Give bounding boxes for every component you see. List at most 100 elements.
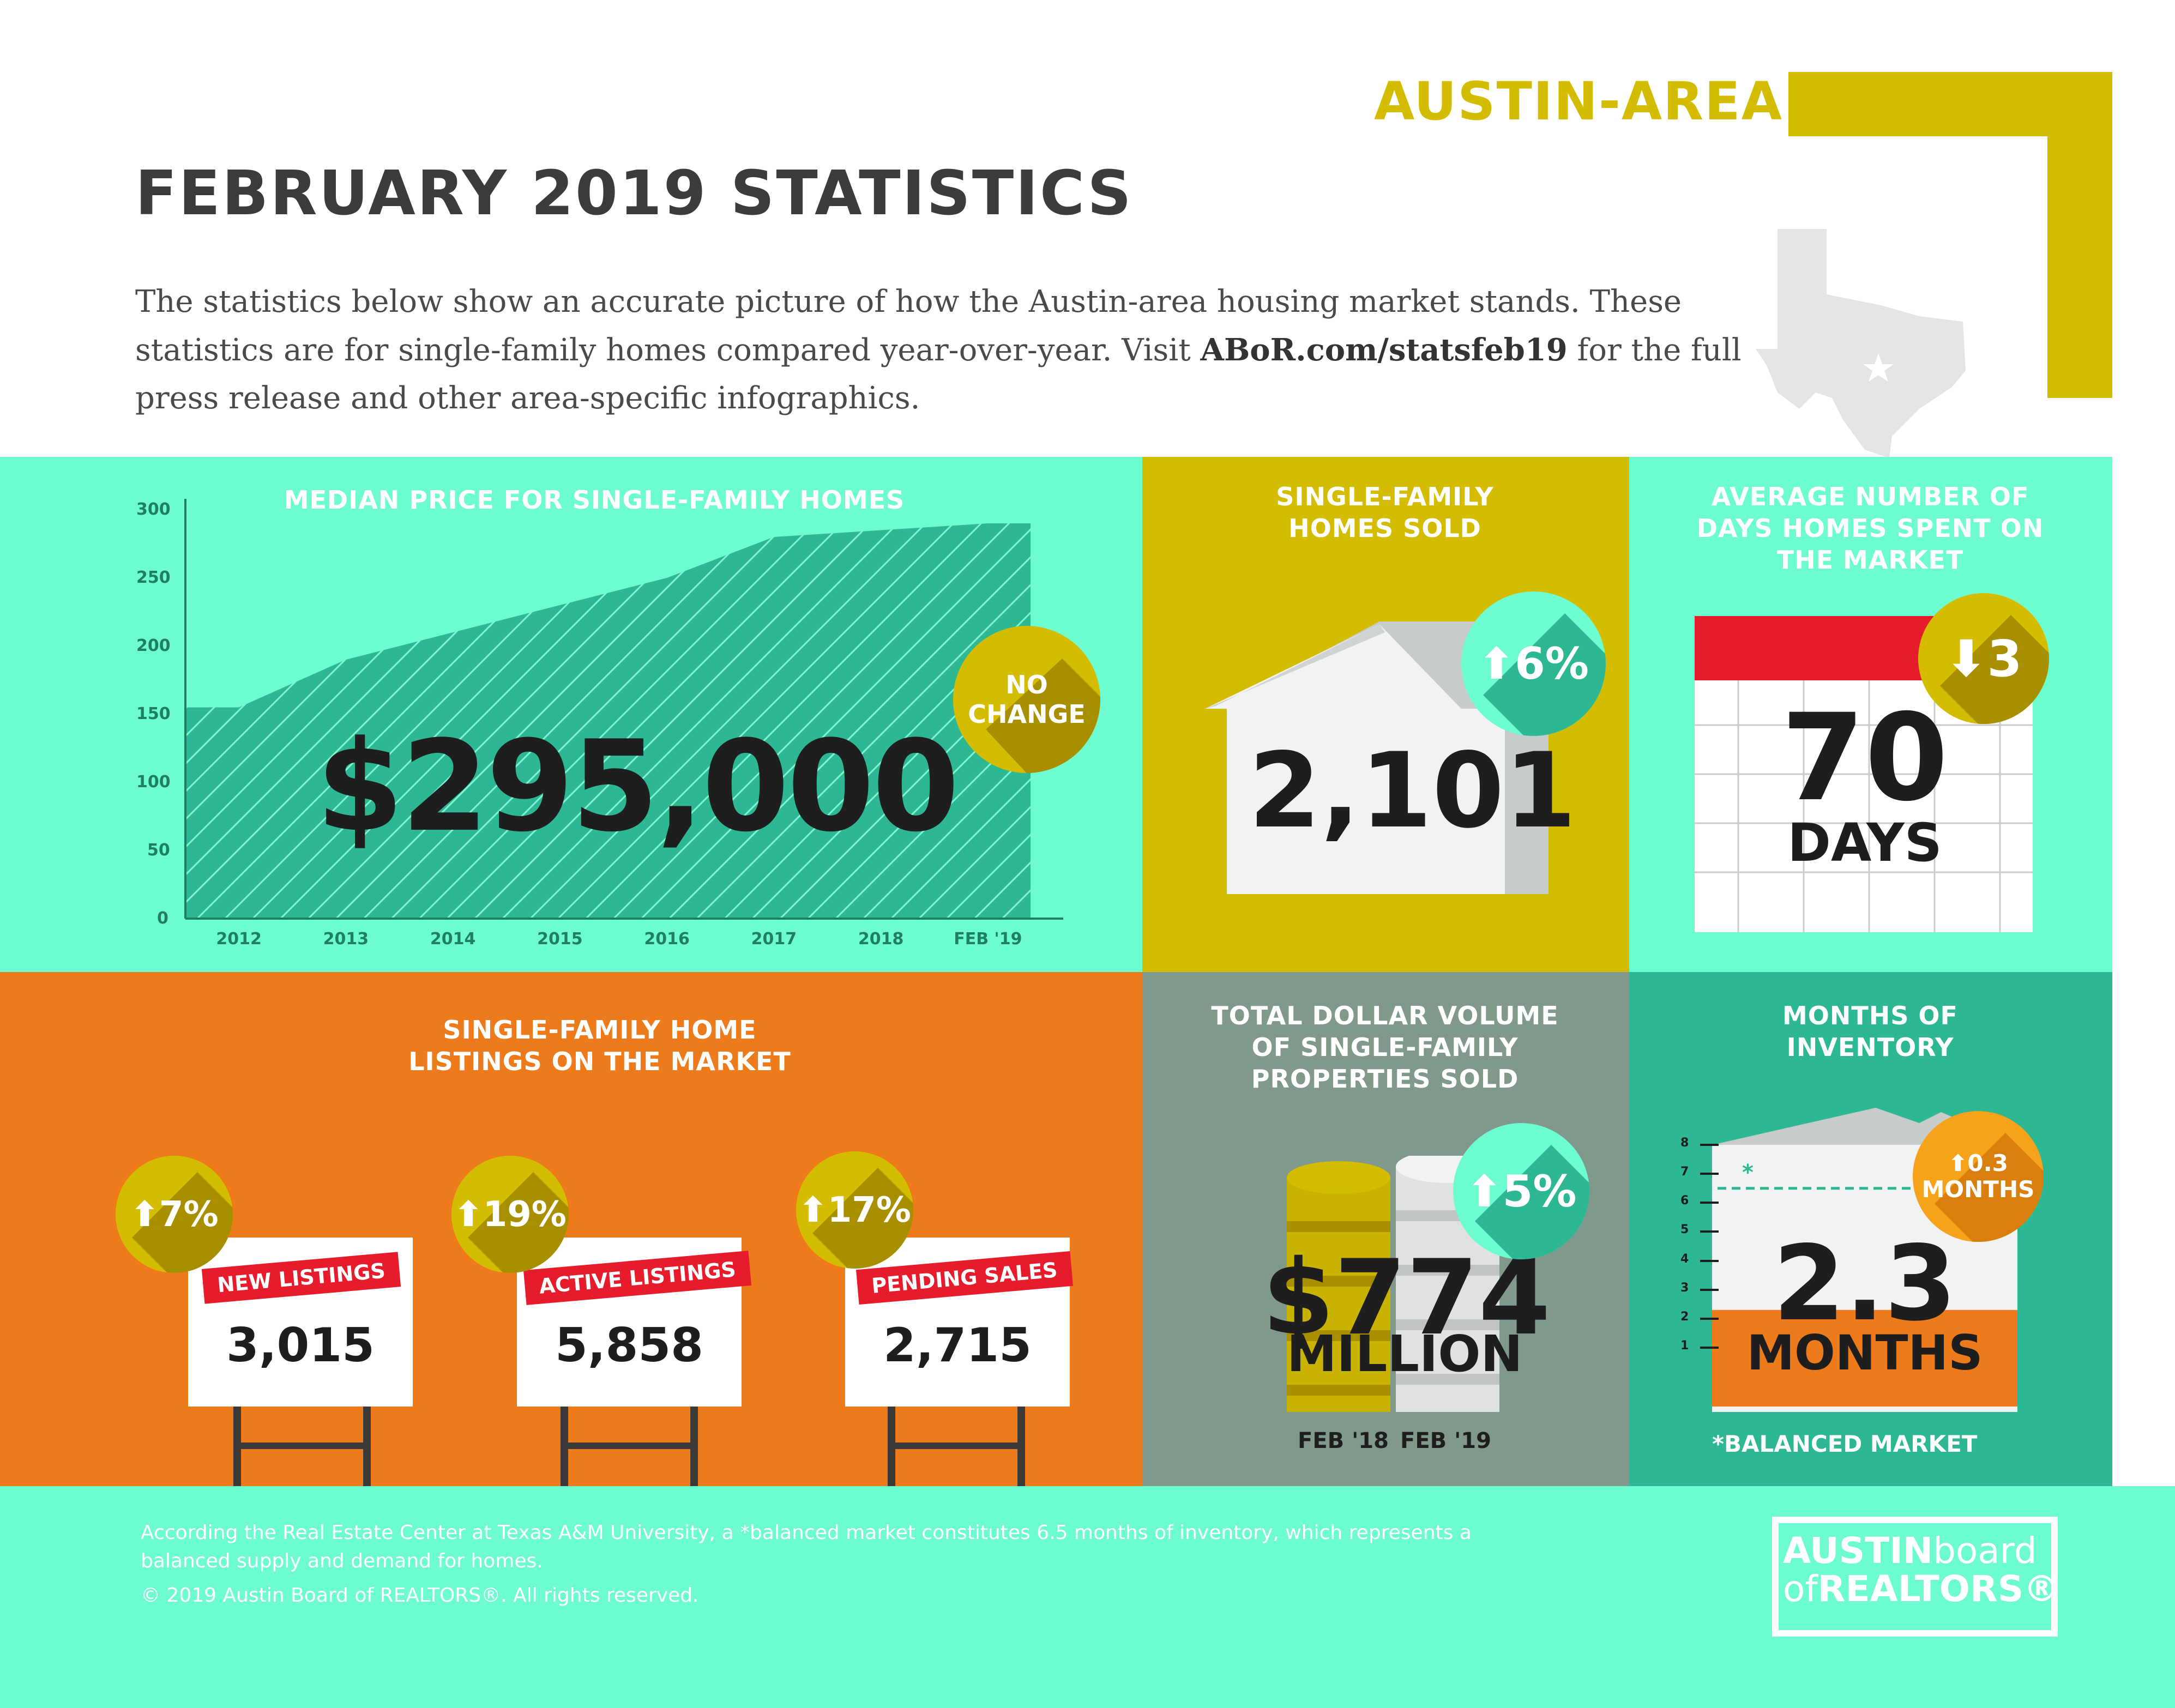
badge-shadow [132,1172,233,1273]
logo-board: board [1933,1530,2037,1572]
coin-stack-feb18 [1287,1161,1390,1412]
badge-shadow [1475,1145,1589,1259]
price-area-series [185,523,1031,919]
sign-crossbar [561,1443,698,1449]
listings-title-line2: LISTINGS ON THE MARKET [408,1047,791,1076]
badge-shadow [1940,615,2049,724]
inventory-title-line1: MONTHS OF [1782,1001,1958,1030]
price-x-tick: 2012 [216,930,262,949]
inventory-y-tick: 1 [1680,1338,1689,1353]
pending-sales-value: 2,715 [883,1318,1032,1373]
homes-sold-title: SINGLE-FAMILY HOMES SOLD [1189,481,1581,544]
median-price-title: MEDIAN PRICE FOR SINGLE-FAMILY HOMES [284,485,905,515]
inventory-y-tick: 8 [1680,1136,1689,1150]
inventory-y-tick: 6 [1680,1194,1689,1208]
inventory-y-tick-mark [1700,1144,1719,1146]
down-arrow-icon: ⬇ [1945,629,1987,688]
volume-label-feb19: FEB '19 [1400,1428,1491,1453]
up-arrow-icon: ⬆ [1948,1150,1968,1176]
texas-map-icon [1756,229,1966,458]
inventory-y-tick: 2 [1680,1309,1689,1324]
pending-sales-change: ⬆17% [798,1190,911,1230]
inventory-y-tick: 5 [1680,1223,1689,1237]
price-y-tick: 0 [157,909,168,928]
logo-austin: AUSTIN [1783,1530,1933,1572]
volume-title: TOTAL DOLLAR VOLUME OF SINGLE-FAMILY PRO… [1167,1000,1603,1095]
intro-text-2: for the full press release and other are… [135,333,1742,416]
copyright: © 2019 Austin Board of REALTORS®. All ri… [141,1584,699,1607]
days-title-line2: DAYS HOMES SPENT ON [1696,514,2044,543]
inventory-y-tick-mark [1700,1173,1719,1175]
price-y-tick: 100 [136,772,171,792]
new-listings-badge: ⬆7% [116,1156,233,1273]
median-price-value: $295,000 [316,714,960,860]
inventory-y-tick-mark [1700,1317,1719,1320]
price-y-tick: 150 [136,704,171,723]
balanced-market-footnote: *BALANCED MARKET [1712,1431,1978,1457]
badge-shadow [468,1172,569,1273]
badge-no: NO [1005,670,1048,699]
days-change-badge: ⬇3 [1918,593,2049,724]
up-arrow-icon: ⬆ [1478,638,1515,689]
up-arrow-icon: ⬆ [1466,1166,1503,1217]
price-x-tick: 2016 [644,930,690,949]
new-listings-value: 3,015 [226,1318,375,1373]
inventory-house-icon [1712,1108,2017,1412]
price-y-tick: 50 [147,841,170,860]
inventory-unit: MONTHS [1746,1325,1983,1381]
inventory-y-tick-mark [1700,1259,1719,1262]
logo-of: of [1783,1568,1818,1610]
badge-shadow [986,659,1100,773]
price-x-tick: 2013 [323,930,369,949]
listings-title-line1: SINGLE-FAMILY HOME [443,1015,757,1045]
page-title: FEBRUARY 2019 STATISTICS [135,158,1133,229]
price-x-tick: 2018 [858,930,904,949]
sign-crossbar [888,1443,1025,1449]
inventory-title-line2: INVENTORY [1786,1033,1954,1062]
inventory-y-tick-mark [1700,1288,1719,1291]
volume-unit: MILLION [1287,1325,1523,1383]
price-y-tick: 200 [136,636,171,655]
calendar-icon [1695,616,2033,932]
inventory-y-tick: 4 [1680,1252,1689,1266]
price-x-tick: 2015 [537,930,583,949]
price-x-tick: FEB '19 [954,930,1022,949]
austin-star-icon [1863,353,1894,382]
inventory-y-tick-mark [1700,1346,1719,1349]
inventory-change-line1: ⬆0.3 [1948,1150,2008,1176]
intro-text-1: The statistics below show an accurate pi… [135,284,1682,368]
up-arrow-icon: ⬆ [798,1190,828,1230]
listings-title: SINGLE-FAMILY HOME LISTINGS ON THE MARKE… [327,1014,872,1077]
volume-value: $774 [1262,1238,1551,1358]
badge-shadow [1483,613,1606,736]
inventory-y-tick-mark [1700,1230,1719,1233]
new-listings-change: ⬆7% [130,1194,219,1235]
balanced-marker: * [1742,1160,1754,1185]
badge-shadow [1935,1133,2044,1242]
inventory-y-tick: 3 [1680,1281,1689,1295]
active-listings-change: ⬆19% [454,1194,567,1235]
logo-line2: ofREALTORS® [1783,1568,2059,1610]
price-area-chart [184,499,1063,920]
days-unit: DAYS [1787,812,1942,873]
inventory-y-tick-mark [1700,1202,1719,1204]
homes-sold-change-badge: ⬆6% [1461,592,1606,736]
price-x-tick: 2014 [430,930,476,949]
homes-sold-title-line1: SINGLE-FAMILY [1276,482,1494,511]
volume-change-badge: ⬆5% [1453,1123,1589,1259]
homes-sold-value: 2,101 [1249,731,1576,851]
sign-crossbar [233,1443,371,1449]
footer-note: According the Real Estate Center at Texa… [141,1522,1472,1572]
volume-label-feb18: FEB '18 [1298,1428,1389,1453]
days-change: ⬇3 [1945,629,2022,688]
inventory-change-badge: ⬆0.3 MONTHS [1913,1111,2044,1242]
logo-realtors: REALTORS® [1817,1568,2060,1610]
inventory-y-tick: 7 [1680,1165,1689,1179]
up-arrow-icon: ⬆ [454,1194,483,1235]
days-title: AVERAGE NUMBER OF DAYS HOMES SPENT ON TH… [1652,481,2088,576]
press-release-link[interactable]: ABoR.com/statsfeb19 [1200,332,1568,368]
homes-sold-change: ⬆6% [1478,638,1589,689]
badge-shadow [812,1168,913,1269]
up-arrow-icon: ⬆ [130,1194,159,1235]
inventory-value: 2.3 [1773,1223,1957,1344]
